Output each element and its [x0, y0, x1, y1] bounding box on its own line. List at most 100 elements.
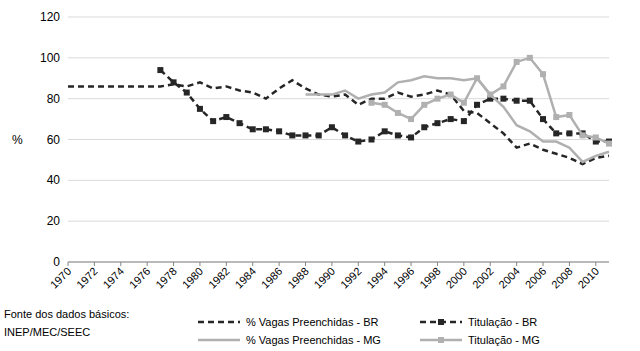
x-tick — [490, 262, 491, 266]
series-marker — [303, 132, 309, 138]
x-tick — [437, 262, 438, 266]
series-marker — [448, 116, 454, 122]
legend-label: Titulação - BR — [468, 316, 537, 328]
series-marker — [184, 90, 190, 96]
x-tick — [411, 262, 412, 266]
y-tick-label: 120 — [40, 10, 60, 24]
x-tick — [331, 262, 332, 266]
series-marker — [461, 100, 467, 106]
chart: 0204060801001201970197219741976197819801… — [0, 0, 640, 351]
series-marker — [395, 110, 401, 116]
annotation: Fonte dos dados básicos: — [4, 308, 129, 320]
series-marker — [408, 116, 414, 122]
x-tick — [252, 262, 253, 266]
series-marker — [395, 132, 401, 138]
series-marker — [514, 98, 520, 104]
y-tick-label: 0 — [53, 255, 60, 269]
series-marker — [355, 139, 361, 145]
series-marker — [434, 120, 440, 126]
x-tick-label: 2010 — [575, 265, 601, 291]
series-marker — [580, 132, 586, 138]
x-tick-label: 2002 — [470, 265, 496, 291]
series-line — [160, 70, 609, 141]
x-tick-label: 1972 — [74, 265, 100, 291]
x-tick — [68, 262, 69, 266]
x-tick — [358, 262, 359, 266]
x-tick-label: 1984 — [232, 265, 258, 291]
x-tick — [305, 262, 306, 266]
plot-area — [68, 55, 612, 164]
series-marker — [342, 132, 348, 138]
x-tick — [226, 262, 227, 266]
series-marker — [566, 130, 572, 136]
x-tick-label: 1992 — [338, 265, 364, 291]
x-tick-label: 1998 — [417, 265, 443, 291]
x-tick-label: 1980 — [180, 265, 206, 291]
grid-line — [68, 17, 609, 18]
x-tick — [279, 262, 280, 266]
x-tick-label: 1990 — [312, 265, 338, 291]
y-axis-label: % — [12, 133, 23, 147]
x-tick — [120, 262, 121, 266]
legend-swatch — [198, 321, 240, 324]
grid-line — [68, 221, 609, 222]
series-marker — [421, 102, 427, 108]
series-marker — [223, 114, 229, 120]
series-marker — [434, 96, 440, 102]
x-tick-label: 1974 — [100, 265, 126, 291]
x-tick — [516, 262, 517, 266]
series-marker — [382, 102, 388, 108]
series-marker — [448, 92, 454, 98]
x-tick-label: 2000 — [443, 265, 469, 291]
series-marker — [527, 98, 533, 104]
grid-line — [68, 180, 609, 181]
series-marker — [540, 71, 546, 77]
x-tick-label: 1982 — [206, 265, 232, 291]
y-tick-label: 80 — [47, 92, 61, 106]
x-axis — [68, 262, 609, 263]
series-marker — [171, 79, 177, 85]
series-marker — [527, 55, 533, 61]
series-marker — [197, 106, 203, 112]
series-marker — [289, 132, 295, 138]
x-tick — [147, 262, 148, 266]
legend-label: Titulação - MG — [468, 334, 540, 346]
x-tick-label: 1994 — [364, 265, 390, 291]
series-marker — [487, 92, 493, 98]
series-marker — [606, 141, 612, 147]
x-tick-label: 2004 — [496, 265, 522, 291]
x-tick — [595, 262, 596, 266]
series-marker — [553, 114, 559, 120]
series-marker — [157, 67, 163, 73]
x-tick-label: 2008 — [549, 265, 575, 291]
x-tick — [199, 262, 200, 266]
y-tick-label: 20 — [47, 214, 61, 228]
x-tick-label: 1988 — [285, 265, 311, 291]
legend-marker — [438, 337, 444, 343]
series-marker — [316, 132, 322, 138]
legend-label: % Vagas Preenchidas - MG — [246, 334, 381, 346]
series-line — [371, 58, 609, 144]
grid-line — [68, 139, 609, 140]
series-marker — [408, 134, 414, 140]
legend-marker — [438, 319, 444, 325]
series-line — [306, 76, 609, 162]
x-tick — [569, 262, 570, 266]
series-marker — [474, 102, 480, 108]
y-tick-label: 60 — [47, 133, 61, 147]
series-marker — [461, 118, 467, 124]
series-marker — [421, 124, 427, 130]
series-marker — [237, 120, 243, 126]
legend-label: % Vagas Preenchidas - BR — [246, 316, 379, 328]
x-tick-label: 1986 — [259, 265, 285, 291]
x-tick-label: 2006 — [523, 265, 549, 291]
series-marker — [500, 96, 506, 102]
series-marker — [593, 134, 599, 140]
x-tick — [173, 262, 174, 266]
y-tick-label: 40 — [47, 173, 61, 187]
series-marker — [329, 124, 335, 130]
series-marker — [368, 137, 374, 143]
x-tick — [384, 262, 385, 266]
y-tick-label: 100 — [40, 51, 60, 65]
x-tick-label: 1970 — [48, 265, 74, 291]
